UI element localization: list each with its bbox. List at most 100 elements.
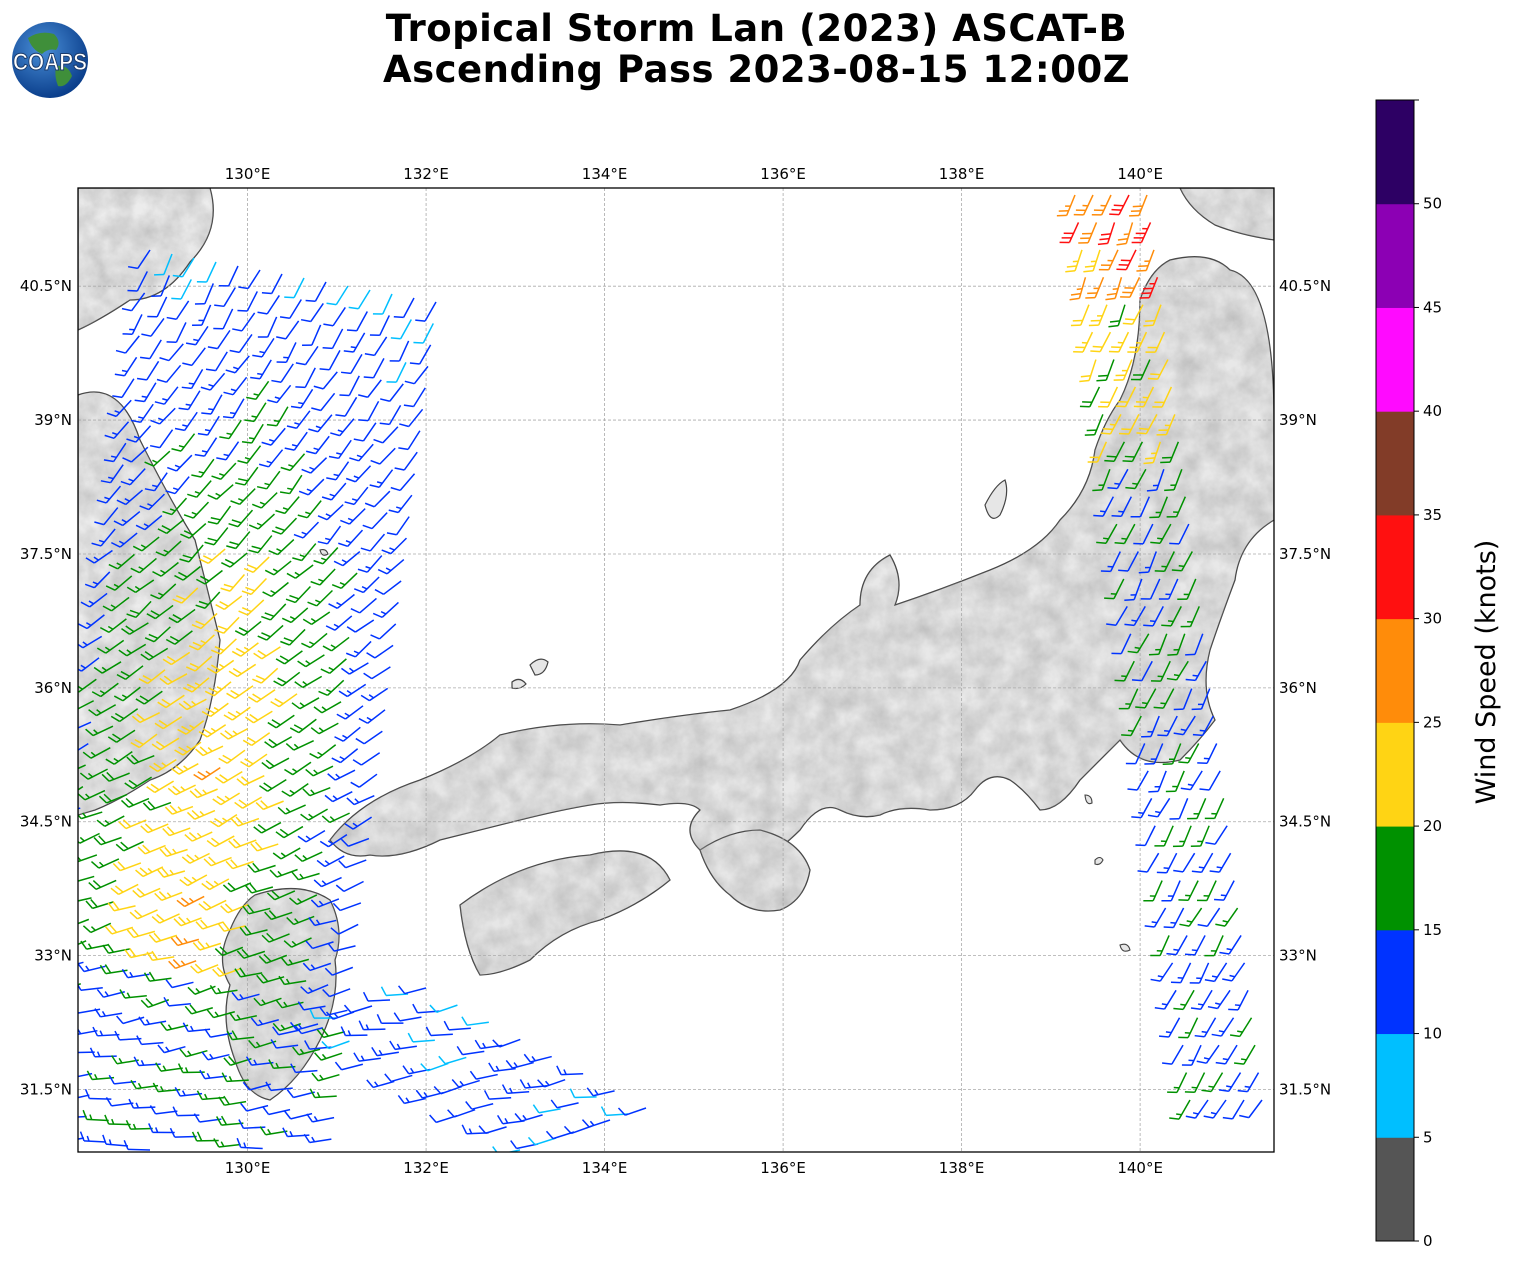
- wind-barb: [267, 714, 295, 729]
- wind-barb: [79, 1131, 107, 1143]
- wind-barb: [234, 967, 263, 978]
- wind-barb: [197, 415, 220, 436]
- wind-barb: [1127, 770, 1149, 791]
- wind-barb: [236, 1137, 263, 1150]
- wind-barb: [1136, 249, 1155, 272]
- wind-barb: [1150, 962, 1174, 982]
- wind-barb: [334, 726, 361, 742]
- colorbar-bin: [1376, 307, 1414, 412]
- wind-barb: [88, 704, 117, 717]
- wind-barb: [322, 328, 344, 350]
- wind-barb: [93, 661, 122, 674]
- wind-barb: [100, 464, 124, 484]
- wind-barb: [394, 451, 418, 471]
- wind-barb: [139, 493, 166, 511]
- wind-barb: [1087, 441, 1108, 463]
- wind-barb: [1079, 359, 1097, 383]
- wind-barb: [384, 1073, 413, 1083]
- wind-barb: [397, 1094, 426, 1105]
- wind-barb: [195, 919, 224, 930]
- wind-barb: [209, 813, 238, 828]
- lat-label-left: 37.5°N: [20, 545, 72, 563]
- wind-barb: [78, 940, 87, 951]
- wind-barb: [1219, 935, 1242, 955]
- wind-barb: [1111, 496, 1133, 518]
- wind-barb: [101, 771, 130, 782]
- lon-label-top: 136°E: [760, 165, 806, 183]
- wind-barb: [78, 1137, 85, 1143]
- wind-barb: [338, 859, 367, 869]
- wind-barb: [369, 315, 390, 337]
- wind-barb: [1205, 825, 1228, 845]
- wind-barb: [310, 722, 339, 735]
- wind-barb: [1137, 852, 1160, 873]
- wind-barb: [199, 1069, 227, 1080]
- wind-barb: [186, 809, 216, 820]
- wind-barb: [250, 1017, 279, 1027]
- wind-barb: [389, 340, 410, 362]
- wind-barb: [318, 679, 345, 696]
- wind-barb: [276, 320, 300, 340]
- wind-barb: [331, 572, 358, 590]
- wind-barb: [135, 690, 163, 705]
- wind-barb: [253, 997, 282, 1007]
- wind-barb: [214, 946, 244, 957]
- wind-barb: [289, 1021, 319, 1031]
- wind-barb: [134, 382, 157, 403]
- wind-barb: [363, 358, 385, 379]
- wind-barb: [184, 831, 213, 842]
- wind-barb: [336, 705, 364, 720]
- wind-barb: [245, 710, 273, 724]
- wind-barb: [201, 878, 230, 891]
- wind-barb: [349, 443, 374, 462]
- wind-barb: [204, 681, 232, 697]
- wind-barb: [283, 937, 312, 948]
- wind-barb: [413, 323, 434, 344]
- wind-barb: [235, 466, 259, 486]
- wind-barb: [196, 261, 217, 283]
- lat-label-right: 34.5°N: [1279, 813, 1331, 831]
- wind-barb: [617, 1107, 647, 1116]
- wind-barb: [226, 531, 251, 550]
- wind-barb: [261, 757, 290, 770]
- wind-barb: [107, 729, 136, 743]
- wind-barb: [237, 291, 258, 312]
- wind-barb: [104, 924, 134, 935]
- wind-barb: [308, 917, 337, 927]
- colorbar-tick-label: 40: [1423, 402, 1442, 420]
- wind-barb: [170, 763, 199, 775]
- wind-barb: [1147, 359, 1169, 380]
- wind-barb: [390, 473, 416, 492]
- wind-barb: [247, 862, 276, 873]
- wind-barb: [370, 623, 397, 640]
- wind-barb: [313, 371, 338, 390]
- wind-barb: [556, 1065, 584, 1076]
- wind-barb: [292, 1046, 321, 1056]
- wind-barb: [295, 367, 316, 389]
- wind-barb: [353, 576, 380, 594]
- wind-barb: [144, 626, 171, 643]
- colorbar-bin: [1376, 618, 1414, 723]
- wind-barb: [126, 600, 152, 619]
- wind-barb: [162, 651, 191, 666]
- wind-barb: [316, 855, 345, 868]
- wind-barb: [144, 472, 168, 492]
- wind-barb: [206, 835, 235, 848]
- wind-barb: [244, 883, 274, 894]
- wind-barb: [340, 508, 366, 525]
- wind-barb: [1146, 468, 1165, 492]
- wind-barb: [403, 387, 426, 408]
- wind-barb: [1131, 222, 1152, 244]
- wind-barb: [456, 1045, 485, 1056]
- wind-barb: [380, 383, 404, 402]
- wind-barb: [234, 620, 262, 636]
- wind-barb: [492, 1146, 521, 1152]
- wind-barb: [140, 823, 169, 834]
- wind-barb: [295, 345, 319, 366]
- wind-barb: [259, 1126, 288, 1136]
- wind-barb: [271, 363, 294, 383]
- wind-barb: [183, 501, 210, 519]
- wind-barb: [1130, 496, 1151, 518]
- wind-barb: [1173, 852, 1196, 873]
- wind-barb: [84, 571, 111, 589]
